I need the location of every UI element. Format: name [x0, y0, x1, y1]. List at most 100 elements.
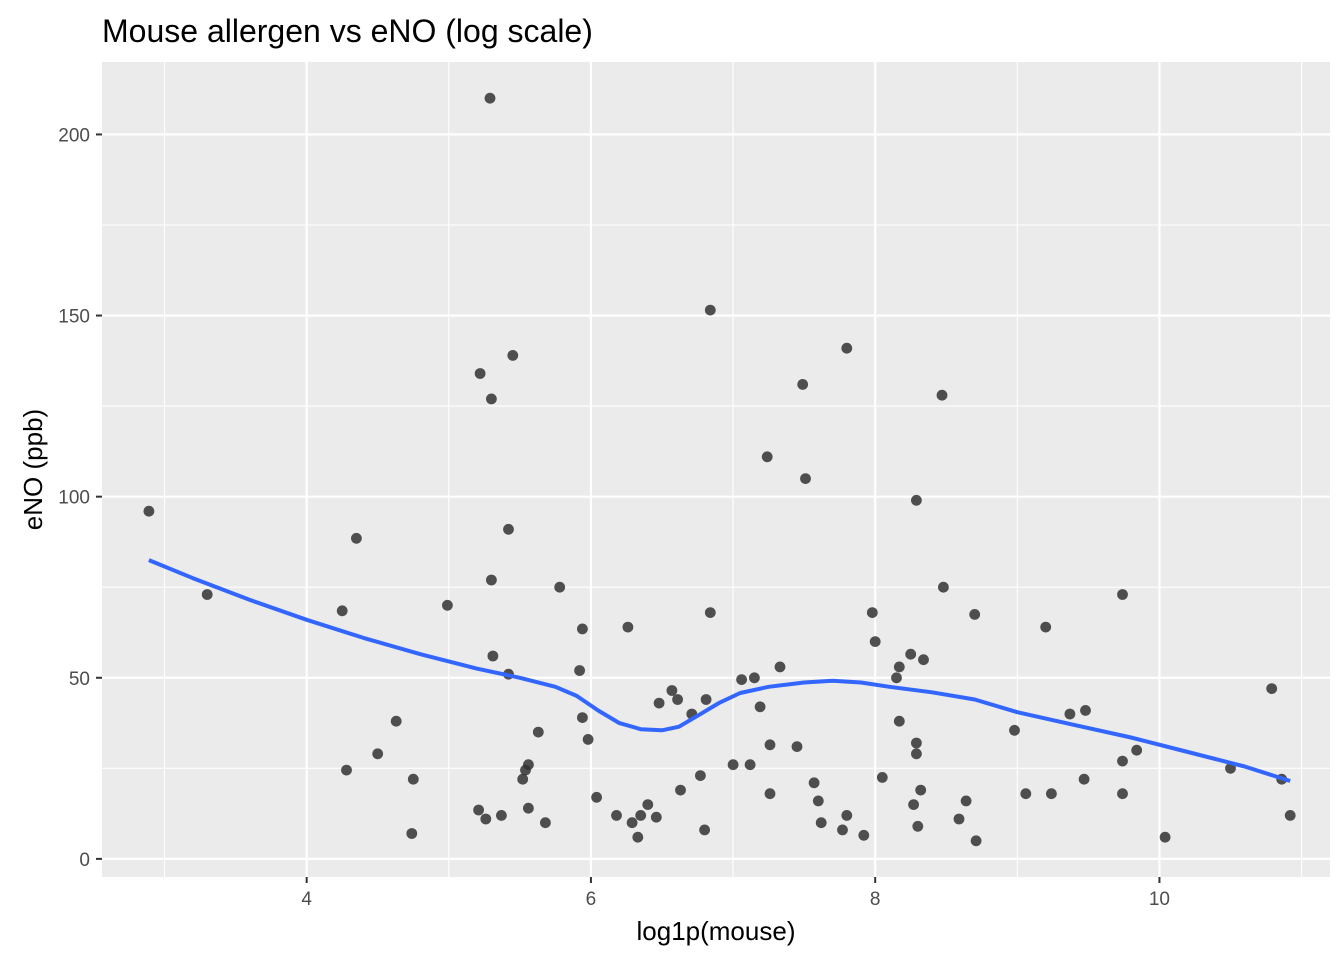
data-point: [727, 759, 739, 771]
data-point: [1009, 724, 1020, 736]
data-point: [797, 379, 809, 390]
data-point: [574, 665, 585, 676]
data-point: [351, 532, 362, 544]
data-point: [577, 712, 588, 723]
data-point: [1117, 755, 1128, 767]
data-point: [815, 817, 827, 829]
data-point: [912, 820, 924, 832]
data-point: [1131, 744, 1143, 756]
data-point: [143, 505, 155, 517]
data-point: [869, 636, 881, 647]
axis-ticks: [96, 133, 1161, 883]
data-point: [611, 810, 622, 821]
data-point: [517, 773, 529, 785]
data-point: [1040, 621, 1052, 633]
data-point: [486, 574, 497, 586]
y-tick-label: 100: [58, 488, 90, 509]
data-point: [1117, 788, 1128, 800]
data-point: [761, 451, 773, 463]
data-point: [841, 342, 853, 354]
data-point: [1020, 788, 1032, 800]
data-point: [905, 648, 917, 660]
data-point: [622, 621, 634, 633]
data-point: [474, 368, 486, 379]
data-point: [341, 764, 352, 776]
data-point: [908, 799, 919, 810]
data-point: [1080, 705, 1091, 716]
data-point: [1046, 788, 1057, 800]
smooth-line: [148, 558, 1291, 783]
data-point: [953, 813, 965, 825]
data-point: [577, 623, 588, 635]
data-point: [736, 674, 747, 685]
x-tick-label: 4: [301, 889, 312, 910]
data-point: [442, 599, 453, 611]
data-point: [704, 607, 716, 618]
data-point: [390, 715, 402, 727]
data-point: [808, 777, 820, 789]
data-point: [970, 835, 982, 847]
data-point: [591, 791, 602, 803]
data-point: [650, 811, 662, 823]
data-point: [744, 759, 756, 771]
data-point: [642, 799, 654, 810]
data-point: [866, 607, 878, 618]
smooth-trend: [148, 558, 1291, 783]
y-tick-label: 50: [69, 669, 90, 690]
data-point: [1117, 589, 1128, 600]
plot-panel: [102, 62, 1330, 877]
data-point: [1284, 810, 1296, 821]
data-point: [675, 784, 686, 796]
data-point: [911, 748, 922, 760]
data-point: [653, 697, 665, 709]
data-point: [791, 741, 803, 752]
data-point: [915, 784, 927, 796]
data-point: [503, 523, 514, 535]
data-point: [754, 701, 766, 713]
x-axis-title: log1p(mouse): [637, 916, 796, 946]
x-tick-label: 6: [586, 889, 597, 910]
data-point: [201, 589, 213, 600]
data-point: [695, 770, 706, 781]
data-point: [699, 824, 710, 836]
data-point: [407, 773, 419, 785]
x-tick-label: 10: [1149, 889, 1170, 910]
data-point: [532, 726, 544, 738]
data-point: [487, 650, 499, 662]
data-point: [1064, 708, 1076, 720]
data-point: [486, 393, 497, 405]
data-point: [764, 739, 776, 751]
data-point: [635, 810, 647, 821]
data-point: [372, 748, 384, 760]
data-point: [626, 817, 638, 829]
data-point: [1266, 683, 1278, 694]
data-point: [800, 473, 811, 484]
data-point: [336, 605, 348, 617]
y-tick-label: 150: [58, 307, 90, 328]
data-point: [480, 813, 492, 825]
data-point: [700, 694, 712, 705]
data-point: [911, 737, 922, 749]
data-point: [774, 661, 786, 673]
data-point: [812, 795, 824, 807]
data-point: [918, 654, 929, 666]
data-point: [876, 772, 888, 783]
data-point: [837, 824, 848, 836]
data-point: [893, 715, 905, 727]
data-point: [523, 802, 534, 814]
data-point: [893, 661, 905, 673]
data-point: [582, 734, 594, 745]
data-point: [666, 685, 678, 696]
data-point: [969, 609, 981, 620]
data-point: [507, 350, 519, 361]
data-point: [858, 829, 870, 841]
data-point: [540, 817, 551, 829]
data-point: [672, 694, 683, 705]
data-point: [1159, 831, 1171, 843]
data-point: [523, 759, 534, 771]
y-axis-title: eNO (ppb): [18, 409, 48, 530]
y-tick-label: 0: [79, 850, 90, 871]
y-tick-label: 200: [58, 125, 90, 146]
